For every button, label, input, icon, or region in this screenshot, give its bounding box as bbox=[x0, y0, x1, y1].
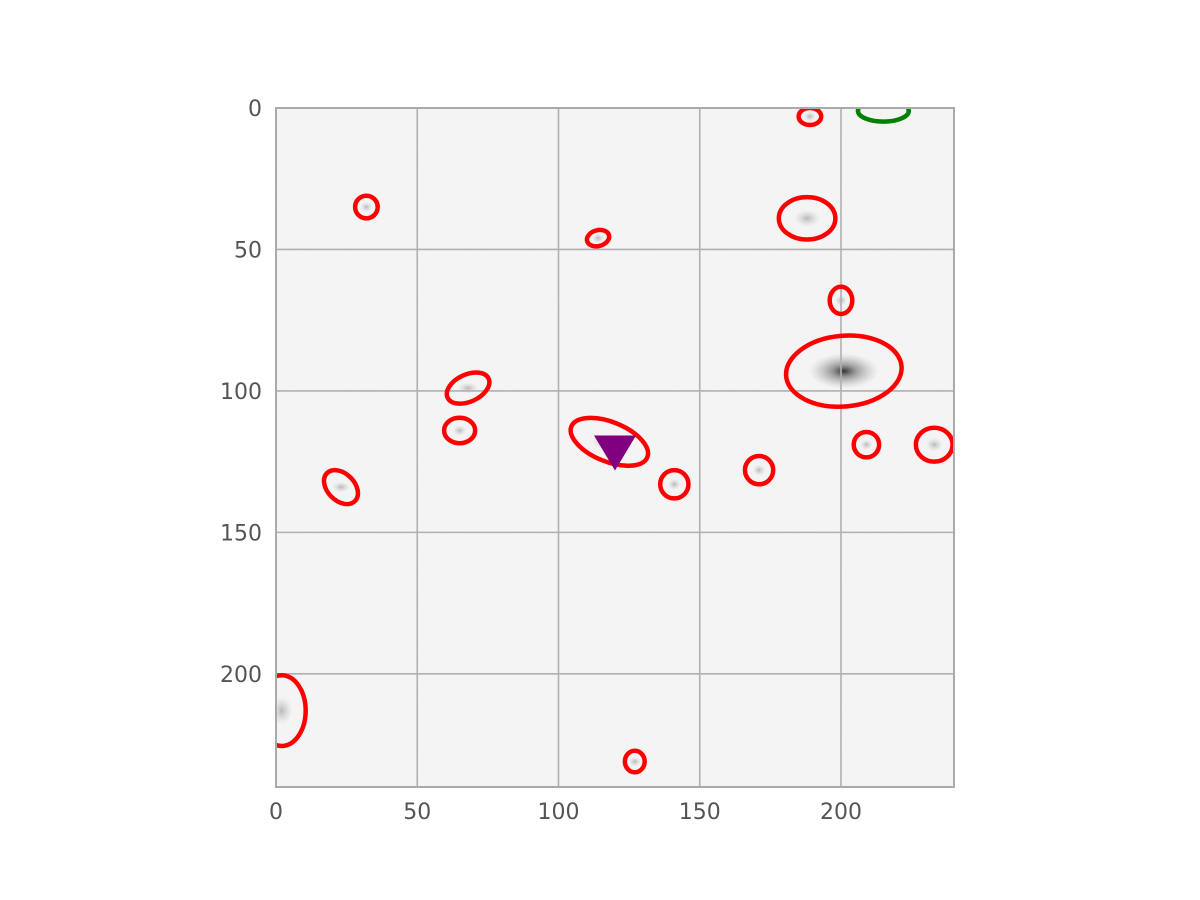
sky-source-blob bbox=[752, 464, 766, 476]
sky-source-blob bbox=[809, 353, 879, 389]
sky-source-blob bbox=[803, 111, 816, 122]
sky-source-blob bbox=[628, 756, 641, 767]
sky-source-blob bbox=[667, 478, 681, 490]
red-ellipse-marker bbox=[796, 108, 824, 128]
x-tick-label: 150 bbox=[679, 800, 721, 825]
y-tick-label: 150 bbox=[220, 521, 262, 546]
red-ellipse-marker bbox=[276, 673, 308, 749]
red-ellipse-marker bbox=[776, 194, 838, 242]
x-tick-label: 200 bbox=[820, 800, 862, 825]
red-ellipse-marker bbox=[851, 429, 882, 460]
x-tick-label: 0 bbox=[269, 800, 283, 825]
y-tick-label: 100 bbox=[220, 380, 262, 405]
sky-source-blob bbox=[592, 233, 605, 244]
y-tick-label: 0 bbox=[248, 97, 262, 122]
red-ellipse-marker bbox=[584, 227, 612, 249]
axes-frame bbox=[275, 107, 955, 788]
sky-source-blob bbox=[452, 425, 467, 436]
tick-labels: 0 50 100 150 200 0 50 100 150 200 bbox=[220, 97, 862, 825]
red-ellipse-marker bbox=[568, 415, 651, 469]
y-tick-label: 50 bbox=[234, 238, 262, 263]
x-tick-label: 50 bbox=[403, 800, 431, 825]
x-tick-label: 100 bbox=[538, 800, 580, 825]
red-ellipse-marker bbox=[321, 467, 361, 507]
red-ellipse-marker bbox=[827, 284, 855, 317]
red-ellipse-marker bbox=[441, 415, 478, 446]
sky-source-blob bbox=[794, 209, 820, 227]
markers bbox=[276, 108, 954, 775]
red-ellipse-marker bbox=[444, 370, 492, 406]
red-ellipse-marker bbox=[622, 748, 647, 775]
sky-source-blob bbox=[360, 202, 373, 213]
red-ellipse-marker bbox=[657, 467, 691, 501]
sky-source-blob bbox=[276, 696, 293, 725]
red-ellipse-marker bbox=[352, 193, 380, 221]
y-tick-label: 200 bbox=[220, 663, 262, 688]
green-ellipse-marker bbox=[855, 108, 912, 124]
sky-source-blob bbox=[860, 439, 873, 450]
purple-triangle-marker bbox=[594, 435, 636, 471]
sky-source-blob bbox=[925, 437, 943, 452]
red-ellipse-marker bbox=[913, 425, 954, 464]
sky-source-blob bbox=[457, 382, 479, 394]
sky-source-blob bbox=[332, 481, 350, 493]
red-ellipse-marker bbox=[742, 453, 776, 487]
red-ellipse-marker bbox=[783, 333, 904, 409]
